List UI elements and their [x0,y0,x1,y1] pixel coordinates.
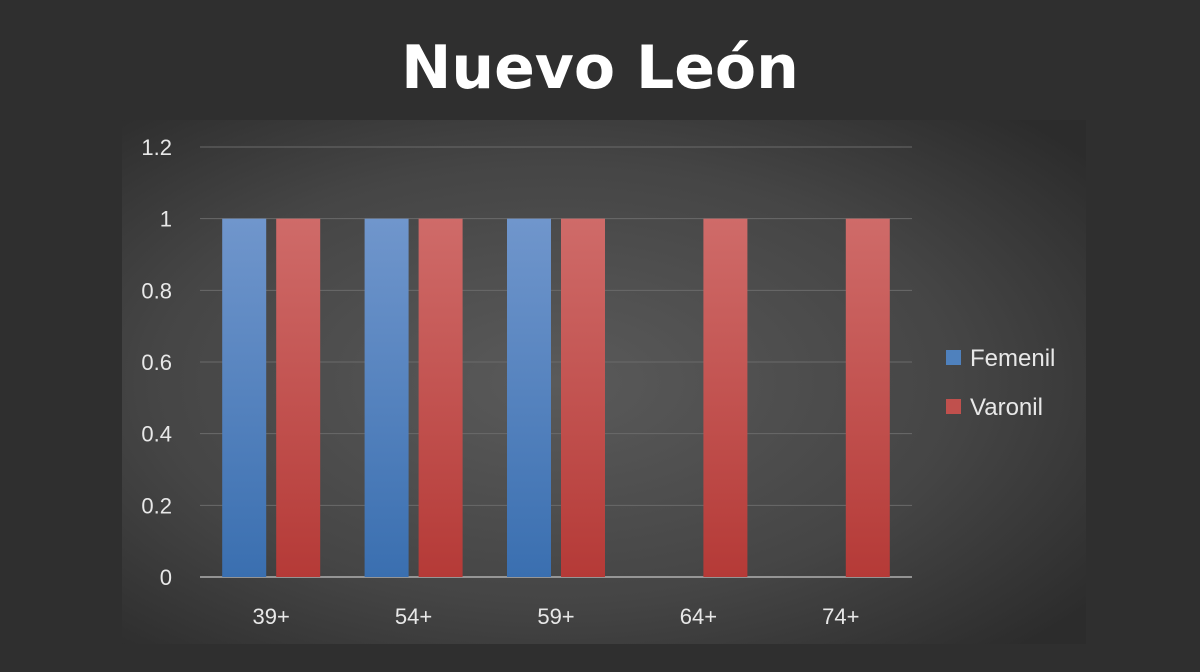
y-tick-label: 0 [160,565,172,590]
bar-femenil-54plus [364,218,409,577]
bar-femenil-39plus [222,218,267,577]
bar-varonil-39plus [276,218,321,577]
x-tick-label: 59+ [537,604,574,629]
chart-area: 0 0.2 0.4 0.6 0.8 1 1.2 39+ 54+ 59+ 64+ 74+ Femenil… [122,120,1086,644]
x-tick-label: 54+ [395,604,432,629]
legend-label-femenil: Femenil [970,345,1055,372]
y-tick-label: 0.6 [141,350,172,375]
legend-swatch-varonil [946,399,961,414]
bar-chart: 0 0.2 0.4 0.6 0.8 1 1.2 39+ 54+ 59+ 64+ 74+ Femenil… [122,120,1086,644]
legend-label-varonil: Varonil [970,394,1043,421]
legend-swatch-femenil [946,350,961,365]
y-tick-label: 0.4 [141,422,172,447]
y-tick-label: 1.2 [141,135,172,160]
bar-varonil-59plus [561,218,605,577]
x-tick-label: 39+ [253,604,290,629]
x-tick-label: 74+ [822,604,859,629]
bar-varonil-54plus [418,218,463,577]
y-tick-label: 0.8 [141,278,172,303]
y-tick-label: 0.2 [141,493,172,518]
bar-femenil-59plus [507,218,551,577]
bar-varonil-64plus [703,218,748,577]
y-tick-label: 1 [160,207,172,232]
bar-varonil-74plus [845,218,890,577]
x-tick-label: 64+ [680,604,717,629]
chart-title: Nuevo León [401,33,799,103]
